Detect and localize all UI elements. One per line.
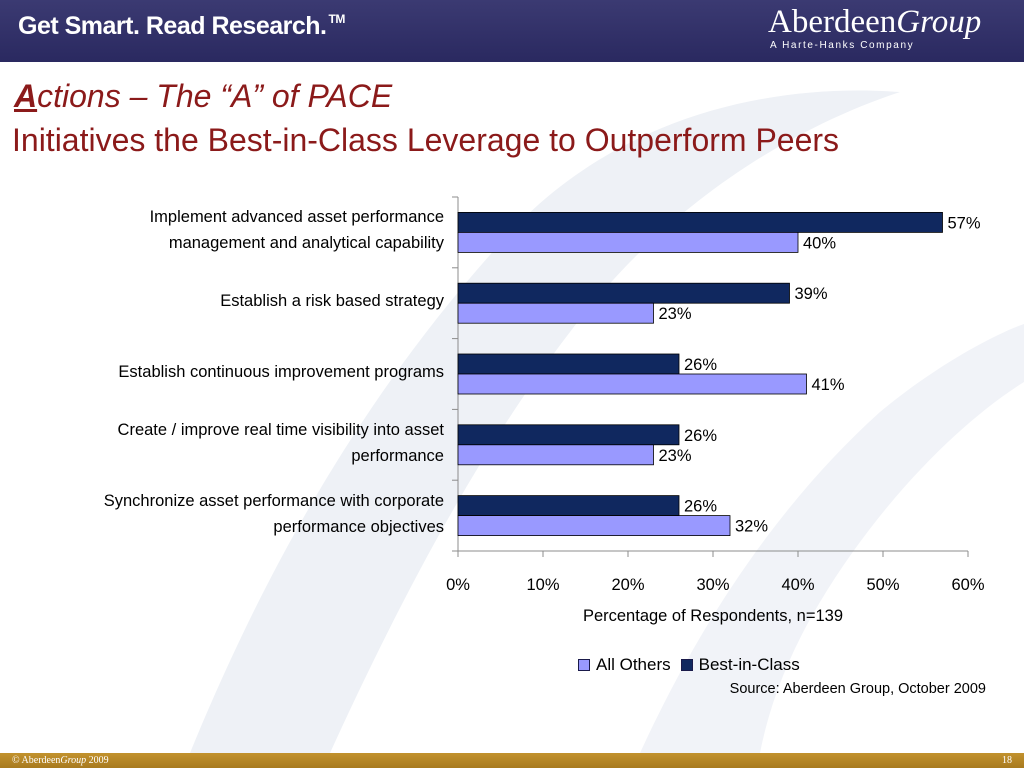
x-tick-label: 20% [611, 576, 644, 594]
bar-best-in-class [457, 353, 680, 375]
footer-bar: © AberdeenGroup 2009 18 [0, 753, 1024, 768]
bar-best-in-class [457, 211, 943, 233]
data-label: 57% [948, 214, 981, 232]
source-note: Source: Aberdeen Group, October 2009 [729, 681, 986, 697]
category-label: Establish a risk based strategy [14, 288, 444, 314]
x-tick-label: 10% [526, 576, 559, 594]
legend-swatch [680, 659, 693, 671]
data-label: 39% [795, 285, 828, 303]
data-label: 32% [735, 518, 768, 536]
bar-best-in-class [457, 495, 680, 517]
category-label-line: Synchronize asset performance with corpo… [103, 491, 444, 510]
legend-swatch [578, 659, 590, 671]
x-tick-label: 50% [866, 576, 899, 594]
category-label: Create / improve real time visibility in… [14, 417, 444, 469]
bar-all-others [457, 302, 654, 324]
bar-all-others [457, 373, 807, 395]
bar-all-others [457, 444, 654, 466]
data-label: 23% [659, 447, 692, 465]
legend-label: All Others [596, 655, 671, 674]
bar-best-in-class [457, 424, 680, 446]
data-label: 26% [684, 498, 717, 516]
x-tick-label: 60% [951, 576, 984, 594]
logo-subtitle: A Harte-Hanks Company [770, 40, 915, 51]
copyright: © AberdeenGroup 2009 [12, 755, 109, 766]
aberdeen-logo: AberdeenGroup [768, 4, 982, 40]
background-swoosh [190, 90, 1024, 753]
category-label-line: Establish a risk based strategy [220, 292, 444, 311]
data-label: 23% [659, 305, 692, 323]
x-axis-title: Percentage of Respondents, n=139 [582, 607, 844, 625]
bar-best-in-class [457, 282, 790, 304]
category-label: Synchronize asset performance with corpo… [14, 488, 444, 540]
tagline: Get Smart. Read Research. TM [18, 12, 345, 40]
category-label-line: Establish continuous improvement program… [118, 363, 444, 381]
x-tick-label: 0% [446, 576, 470, 594]
data-label: 26% [684, 356, 717, 374]
header-bar: Get Smart. Read Research. TM AberdeenGrou… [0, 0, 1024, 62]
bar-all-others [457, 231, 799, 253]
chart-legend: All Others Best-in-Class [578, 655, 810, 675]
x-tick-label: 30% [696, 576, 729, 594]
category-label-line: Implement advanced asset performance [149, 208, 444, 227]
x-tick-label: 40% [781, 576, 814, 594]
category-label: Implement advanced asset performance mana… [14, 204, 444, 256]
legend-item-all-others: All Others [578, 655, 671, 675]
trademark-mark: TM [328, 12, 345, 26]
bar-all-others [457, 515, 731, 536]
slide-title: Actions – The “A” of PACE [14, 78, 393, 114]
category-label-line: Create / improve real time visibility in… [117, 420, 444, 439]
slide-subtitle: Initiatives the Best-in-Class Leverage t… [12, 122, 840, 158]
data-label: 41% [812, 376, 845, 394]
category-label-line: management and analytical capability [168, 234, 444, 253]
data-label: 40% [803, 234, 836, 252]
category-label-line: performance [351, 446, 444, 465]
page-number: 18 [1002, 755, 1012, 766]
legend-label: Best-in-Class [698, 655, 800, 674]
data-label: 26% [684, 427, 717, 445]
category-label-line: performance objectives [273, 517, 444, 536]
category-label: Establish continuous improvement program… [14, 359, 444, 385]
legend-item-best-in-class: Best-in-Class [680, 655, 800, 675]
